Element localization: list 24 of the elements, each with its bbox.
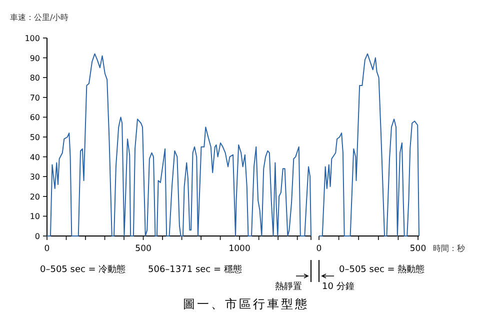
x-axis-title: 時間：秒 — [433, 244, 465, 253]
text: 506–1371 sec = 穩態 — [148, 264, 242, 275]
text: 熱靜置 — [275, 281, 302, 292]
y-tick-label: 20 — [30, 192, 40, 202]
y-tick-label: 60 — [30, 113, 40, 122]
x-tick-label: 0 — [44, 244, 50, 254]
y-tick-label: 30 — [30, 172, 40, 182]
x-tick-label: 0 — [316, 244, 322, 254]
y-tick-label: 70 — [30, 93, 40, 102]
x-tick-label: 500 — [410, 244, 426, 254]
x-tick-label: 500 — [135, 244, 152, 254]
y-tick-label: 10 — [30, 212, 40, 222]
y-tick-label: 40 — [30, 152, 40, 162]
y-axis-title: 車速：公里/小時 — [10, 13, 69, 22]
text: 10 分鐘 — [322, 281, 354, 292]
x-tick-label: 1000 — [228, 244, 250, 254]
y-tick-label: 100 — [24, 34, 40, 43]
y-tick-label: 90 — [30, 54, 40, 63]
text: 0–505 sec = 熱動態 — [339, 264, 425, 275]
y-tick-label: 80 — [30, 74, 40, 83]
text: 0–505 sec = 冷動態 — [40, 264, 126, 275]
y-tick-label: 50 — [30, 133, 40, 142]
y-tick-label: 0 — [34, 232, 40, 241]
text: 圖一、市區行車型態 — [183, 297, 309, 311]
